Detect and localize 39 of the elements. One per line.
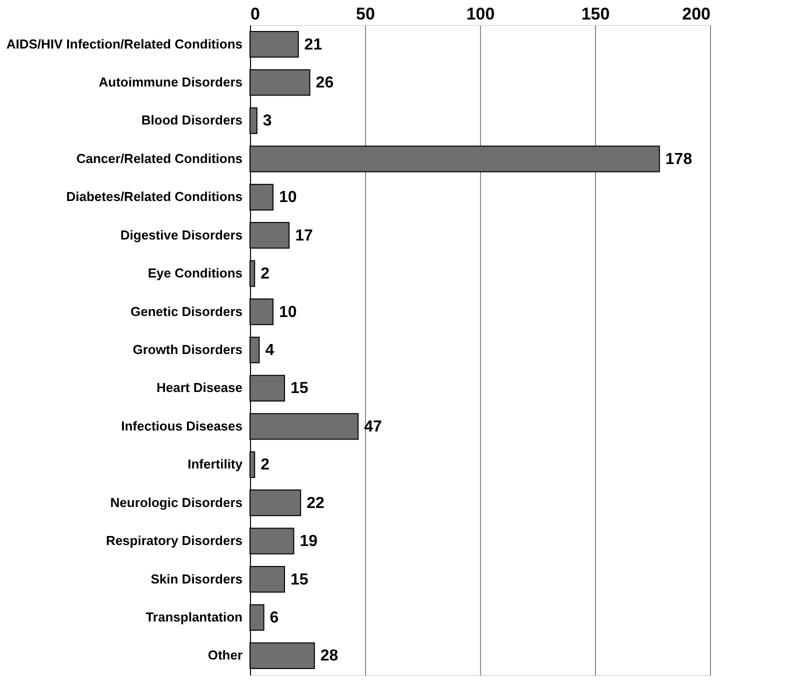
data-label: 21 bbox=[304, 36, 322, 54]
data-label: 15 bbox=[290, 380, 308, 398]
data-label: 3 bbox=[262, 112, 272, 130]
x-tick-label: 100 bbox=[466, 4, 495, 24]
x-tick-label: 0 bbox=[250, 4, 260, 24]
data-label: 47 bbox=[364, 418, 382, 436]
y-tick-label: Respiratory Disorders bbox=[106, 533, 242, 548]
y-tick-label: Diabetes/Related Conditions bbox=[66, 189, 242, 204]
data-label: 28 bbox=[320, 648, 338, 665]
x-tick-label: 200 bbox=[682, 4, 710, 24]
y-tick-label: Cancer/Related Conditions bbox=[76, 150, 242, 166]
data-label: 4 bbox=[265, 342, 274, 359]
y-tick-label: Infertility bbox=[188, 456, 244, 472]
data-label: 22 bbox=[306, 494, 324, 512]
data-label: 6 bbox=[270, 609, 279, 626]
y-tick-label: Eye Conditions bbox=[148, 266, 242, 281]
y-tick-label: AIDS/HIV Infection/Related Conditions bbox=[6, 36, 242, 52]
y-tick-label: Transplantation bbox=[146, 609, 243, 624]
data-label: 2 bbox=[260, 456, 270, 474]
data-label: 26 bbox=[316, 74, 334, 92]
data-label: 17 bbox=[295, 227, 313, 244]
y-tick-label: Digestive Disorders bbox=[120, 227, 242, 242]
data-label: 10 bbox=[279, 304, 297, 321]
y-tick-label: Neurologic Disorders bbox=[110, 494, 242, 510]
y-tick-label: Other bbox=[208, 648, 242, 663]
data-label: 2 bbox=[260, 266, 270, 283]
data-label: 15 bbox=[290, 571, 308, 588]
y-tick-label: Skin Disorders bbox=[150, 571, 242, 586]
x-tick-label: 150 bbox=[581, 4, 610, 24]
data-label: 19 bbox=[300, 533, 318, 550]
y-tick-label: Autoimmune Disorders bbox=[98, 74, 242, 90]
y-tick-label: Heart Disease bbox=[156, 380, 242, 396]
data-label: 10 bbox=[279, 189, 297, 206]
y-tick-label: Growth Disorders bbox=[132, 342, 242, 357]
y-tick-label: Blood Disorders bbox=[141, 112, 242, 128]
x-tick-label: 50 bbox=[356, 4, 375, 24]
data-label: 178 bbox=[665, 150, 692, 168]
y-tick-label: Infectious Diseases bbox=[121, 418, 242, 434]
y-tick-label: Genetic Disorders bbox=[130, 304, 242, 319]
